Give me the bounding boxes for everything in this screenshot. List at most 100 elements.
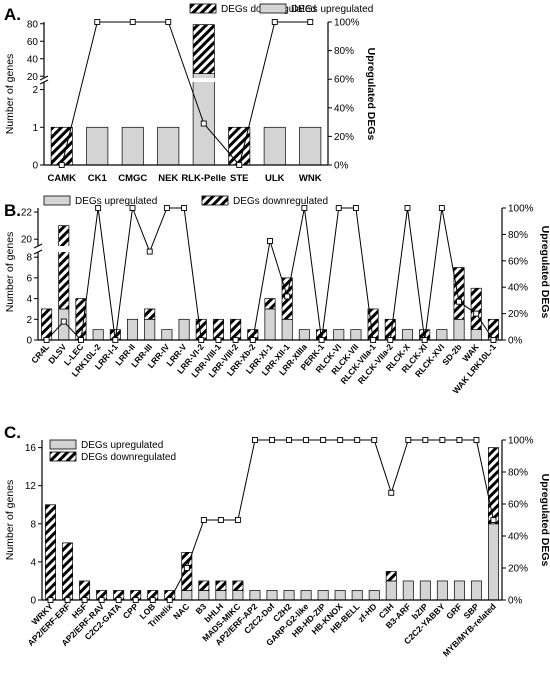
y2-tick-label: 20% <box>508 564 528 575</box>
bar-degs-downregulated-camk <box>50 126 73 166</box>
percent-marker-hb-knox <box>337 437 344 443</box>
legend-label-up: DEGs upregulated <box>291 4 373 15</box>
y-axis-title: Number of genes <box>4 480 16 561</box>
y-tick-label: 80 <box>27 19 39 30</box>
y2-tick-label: 80% <box>508 230 528 241</box>
bar-degs-upregulated-garp-g2-like <box>300 590 312 601</box>
percent-marker-rlck-x <box>404 205 411 211</box>
percent-marker-zf-hd <box>371 437 378 443</box>
bar-degs-downregulated-lrr-xi-1 <box>264 298 276 310</box>
bar-degs-downregulated-mads-mikc <box>232 580 244 591</box>
percent-marker-rlck-xi <box>421 337 428 343</box>
y2-axis-title: Upregulated DEGs <box>539 226 550 319</box>
y-tick-label: 12 <box>25 481 37 492</box>
percent-marker-lrr-xii-1 <box>284 293 291 300</box>
bar-degs-downregulated-lrr-iii <box>144 308 156 320</box>
percent-marker-nek <box>165 19 172 25</box>
y-tick-label: 0 <box>32 161 38 172</box>
upregulated-percent-line <box>50 439 494 601</box>
axis-break-band <box>45 78 327 82</box>
percent-marker-ste <box>236 162 243 168</box>
percent-marker-sd-2b <box>456 298 462 305</box>
y2-tick-label: 60% <box>508 500 528 511</box>
percent-marker-c2c2-gata <box>115 597 122 603</box>
percent-marker-perk-1 <box>318 337 325 343</box>
bar-degs-upregulated-b3-arf <box>402 580 414 601</box>
y2-tick-label: 20% <box>334 132 354 143</box>
y2-tick-label: 20% <box>508 309 528 320</box>
bar-degs-upregulated-c2c2-yabby <box>436 580 448 601</box>
percent-marker-wrky <box>47 597 54 603</box>
percent-marker-lrr-xi-1 <box>267 238 273 244</box>
percent-marker-lrr-xb-2 <box>249 337 256 343</box>
panel-b: B. DEGs upregulated DEGs downregulated 0 2 4 6… <box>4 195 550 396</box>
y2-axis-title: Upregulated DEGs <box>539 474 550 567</box>
y2-tick-label: 60% <box>334 75 354 86</box>
percent-marker-ap2-erf-rav <box>98 597 105 603</box>
y-tick-label: 1 <box>32 123 38 134</box>
bar-degs-downregulated-myb-myb-related <box>488 447 499 525</box>
bar-degs-upregulated-lrr-xi-1 <box>264 308 276 341</box>
percent-marker-rlck-viia-1 <box>370 337 377 343</box>
percent-marker-b3-arf <box>405 437 412 443</box>
legend-label-down: DEGs downregulated <box>233 196 328 207</box>
y-tick-label: 4 <box>26 294 32 305</box>
percent-marker-lrr-iii <box>146 248 153 255</box>
percent-marker-cpp <box>132 597 139 603</box>
y-axis-title: Number of genes <box>4 232 16 313</box>
bar-degs-downregulated-wak <box>470 287 482 330</box>
bar-degs-upregulated-lrk10l-2 <box>92 329 104 341</box>
percent-marker-rlck-xvi <box>438 205 445 211</box>
percent-marker-rlk-pelle <box>200 120 207 127</box>
bar-degs-downregulated-lrr-viii-2 <box>230 318 242 341</box>
y2-tick-label: 100% <box>508 436 534 447</box>
percent-marker-nac <box>183 565 190 571</box>
bar-degs-upregulated-dlsv <box>58 308 70 341</box>
percent-marker-rlck-vi <box>335 205 342 211</box>
bar-degs-upregulated-sd-2b <box>453 318 465 341</box>
y2-tick-label: 100% <box>334 18 360 29</box>
bar-degs-upregulated-lrr-ii <box>127 318 139 341</box>
bar-degs-upregulated-rlck-vi <box>333 329 345 341</box>
bar-degs-upregulated-ulk <box>263 126 286 166</box>
x-tick-label: STE <box>230 173 248 184</box>
legend-swatch-up <box>43 195 71 206</box>
y-tick-label: 6 <box>26 273 32 284</box>
bar-degs-downregulated-dlsv <box>58 225 70 310</box>
legend-label-up: DEGs upregulated <box>75 196 157 207</box>
percent-marker-trihelix <box>166 597 173 603</box>
legend-swatch-down <box>201 195 229 206</box>
y-tick-label: 40 <box>27 54 39 65</box>
y-tick-label: 2 <box>32 85 38 96</box>
bar-degs-downregulated-ap2-erf-erf <box>62 542 74 601</box>
x-tick-label: NEK <box>158 173 178 184</box>
bar-degs-upregulated-wnk <box>299 126 322 166</box>
percent-marker-camk <box>58 162 65 168</box>
percent-marker-rlck-vii <box>352 205 359 211</box>
bar-degs-upregulated-hb-bell <box>351 590 363 601</box>
bar-degs-downregulated-l-lec <box>75 298 87 341</box>
bar-degs-upregulated-lrr-v <box>178 318 190 341</box>
bar-degs-upregulated-wak <box>470 329 482 341</box>
percent-marker-b3 <box>200 517 207 523</box>
bar-degs-upregulated-c2h2 <box>283 590 295 601</box>
y-tick-label: 8 <box>30 519 36 530</box>
bar-degs-downregulated-wrky <box>45 504 56 601</box>
percent-marker-c2h2 <box>286 437 292 443</box>
bar-degs-downregulated-cr4l <box>41 308 53 341</box>
percent-marker-ap2-erf-ap2 <box>252 437 258 443</box>
bar-degs-upregulated-lrr-iii <box>144 318 156 341</box>
percent-marker-lrr-viii-1 <box>215 337 222 343</box>
y-tick-label: 4 <box>30 557 36 568</box>
x-tick-label: NAC <box>171 601 191 621</box>
legend-swatch-up <box>259 3 287 14</box>
percent-marker-lrr-iv <box>163 205 170 211</box>
bar-degs-upregulated-sbp <box>470 580 482 601</box>
y-tick-label: 20 <box>21 235 33 246</box>
bar-degs-upregulated-nac <box>181 590 193 601</box>
bar-degs-downregulated-lrr-viii-1 <box>212 318 224 341</box>
bar-degs-downregulated-wak-lrk10l-1 <box>487 318 499 341</box>
bar-degs-downregulated-sd-2b <box>453 267 465 320</box>
bar-degs-upregulated-ap2-erf-ap2 <box>249 590 261 601</box>
axis-break-mark <box>39 79 49 85</box>
